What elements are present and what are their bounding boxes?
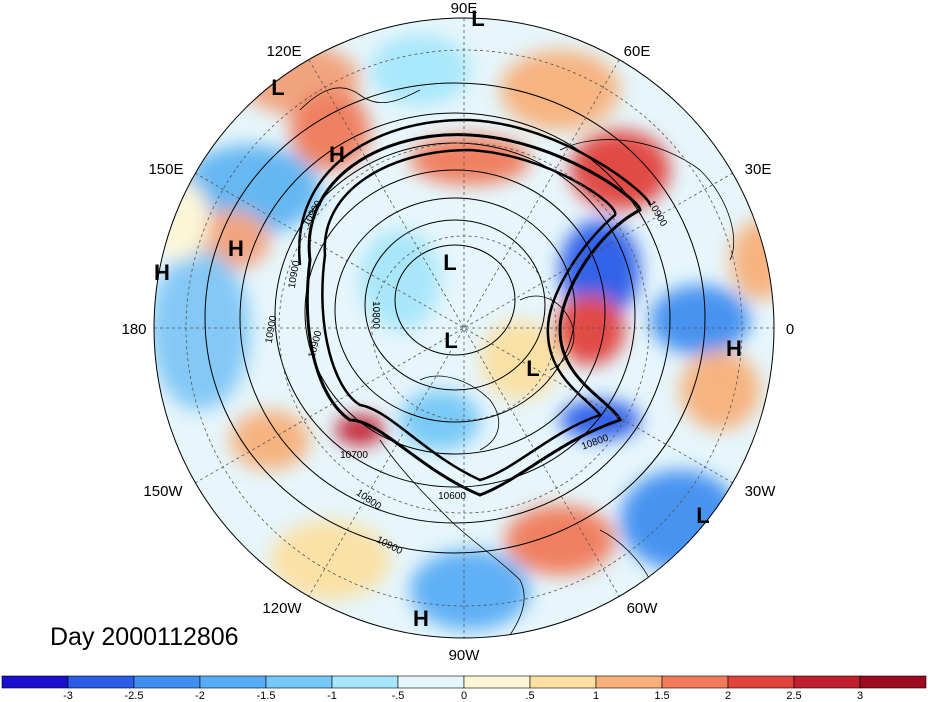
colorbar-swatch bbox=[199, 675, 267, 689]
colorbar-swatch bbox=[67, 675, 135, 689]
lon-label-120w: 120W bbox=[262, 600, 302, 617]
colorbar-swatch bbox=[397, 675, 465, 689]
contour-label: 10800 bbox=[370, 301, 381, 329]
colorbar-label: 1 bbox=[593, 690, 599, 702]
colorbar-label: 0 bbox=[461, 690, 467, 702]
lon-label-30w: 30W bbox=[745, 483, 777, 500]
colorbar-label: -1.5 bbox=[257, 690, 276, 702]
lon-label-90w: 90W bbox=[449, 647, 481, 664]
colorbar-swatch bbox=[331, 675, 399, 689]
colorbar-swatch bbox=[1, 675, 69, 689]
lon-label-60w: 60W bbox=[627, 600, 659, 617]
lon-label-0: 0 bbox=[786, 321, 794, 338]
lon-label-150e: 150E bbox=[148, 161, 183, 178]
high-south: H bbox=[413, 606, 429, 631]
low-se: L bbox=[696, 503, 709, 528]
colorbar: -3 -2.5 -2 -1.5 -1 -.5 0 .5 1 1.5 2 2.5 3 bbox=[1, 675, 927, 702]
high-east: H bbox=[726, 336, 742, 361]
colorbar-label: 2.5 bbox=[786, 690, 801, 702]
colorbar-swatch bbox=[661, 675, 729, 689]
colorbar-label: -3 bbox=[63, 690, 73, 702]
colorbar-swatch bbox=[133, 675, 201, 689]
low-center-upper: L bbox=[443, 250, 456, 275]
colorbar-label: 1.5 bbox=[654, 690, 669, 702]
colorbar-label: 3 bbox=[857, 690, 863, 702]
coastlines bbox=[299, 87, 735, 636]
lon-label-120e: 120E bbox=[266, 43, 301, 60]
low-top: L bbox=[471, 6, 484, 31]
colorbar-swatch bbox=[463, 675, 531, 689]
contour-label: 10900 bbox=[287, 259, 303, 289]
contour-label: 10700 bbox=[340, 450, 368, 461]
colorbar-label: -2.5 bbox=[125, 690, 144, 702]
colorbar-swatch bbox=[793, 675, 861, 689]
lon-label-180: 180 bbox=[121, 321, 146, 338]
low-center-right: L bbox=[526, 356, 539, 381]
colorbar-label: -.5 bbox=[392, 690, 405, 702]
colorbar-label: -2 bbox=[195, 690, 205, 702]
pressure-centers: L L H H H L L L H L H bbox=[154, 6, 742, 631]
lon-label-90e: 90E bbox=[451, 0, 478, 17]
colorbar-swatch bbox=[529, 675, 597, 689]
high-nw: H bbox=[329, 142, 345, 167]
height-contours bbox=[204, 82, 706, 554]
contour-label: 10900 bbox=[264, 314, 280, 344]
colorbar-label: .5 bbox=[525, 690, 534, 702]
colorbar-swatch bbox=[595, 675, 663, 689]
colorbar-label: -1 bbox=[327, 690, 337, 702]
lon-label-60e: 60E bbox=[624, 43, 651, 60]
high-w1: H bbox=[228, 236, 244, 261]
colorbar-swatch bbox=[265, 675, 333, 689]
low-center: L bbox=[444, 328, 457, 353]
low-nw: L bbox=[271, 75, 284, 100]
colorbar-swatch bbox=[727, 675, 795, 689]
map-title: Day 2000112806 bbox=[50, 623, 239, 651]
contour-label: 10600 bbox=[438, 491, 466, 502]
colorbar-swatch bbox=[859, 675, 927, 689]
graticule bbox=[154, 18, 774, 638]
map-boundary bbox=[153, 17, 775, 639]
lon-label-150w: 150W bbox=[143, 483, 183, 500]
lon-label-30e: 30E bbox=[745, 161, 772, 178]
longitude-labels: 90E 60E 30E 120E 150E 180 0 150W 120W 90… bbox=[121, 0, 794, 664]
anomaly-field bbox=[154, 18, 774, 638]
high-w2: H bbox=[154, 260, 170, 285]
colorbar-label: 2 bbox=[725, 690, 731, 702]
